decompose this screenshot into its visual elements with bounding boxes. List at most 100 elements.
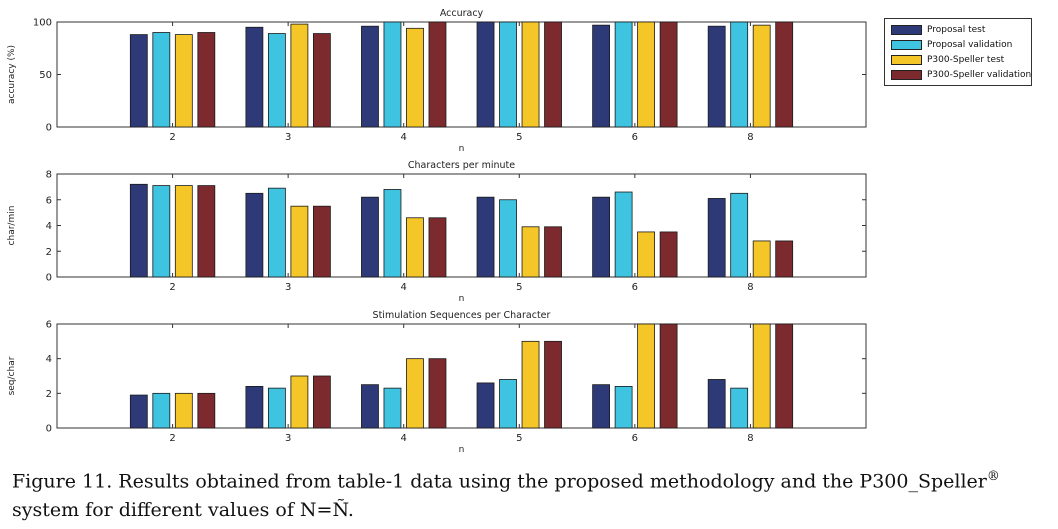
x-axis-label: n [459, 445, 465, 455]
bar [544, 340, 562, 429]
bar [614, 191, 633, 278]
x-tick-label: 2 [169, 433, 175, 444]
bar [752, 240, 771, 278]
bar [152, 185, 171, 278]
bar [476, 382, 495, 429]
legend-item: Proposal validation [891, 38, 1029, 52]
bar [659, 21, 678, 128]
x-tick-label: 3 [285, 132, 291, 143]
y-tick-label: 2 [46, 389, 52, 400]
bar [245, 26, 264, 128]
bar [361, 25, 379, 128]
bar [197, 185, 216, 278]
y-tick-label: 100 [33, 18, 52, 29]
x-axis-label: n [459, 294, 465, 304]
bar [245, 385, 264, 429]
bar [499, 21, 517, 128]
bar [290, 23, 309, 128]
bar [592, 384, 611, 429]
bar [152, 392, 171, 429]
bar [521, 340, 540, 429]
x-tick-label: 4 [401, 433, 407, 444]
x-tick-label: 2 [169, 132, 175, 143]
x-tick-label: 8 [747, 433, 753, 444]
bar [730, 192, 749, 278]
bar [707, 25, 726, 128]
y-tick-label: 4 [46, 221, 52, 232]
x-tick-label: 6 [632, 433, 638, 444]
bar [383, 189, 402, 278]
legend-swatch [891, 55, 922, 65]
bar [428, 21, 447, 128]
legend-swatch [891, 70, 922, 80]
bar [406, 27, 424, 128]
bar [428, 217, 447, 278]
bar [637, 323, 656, 429]
bar [659, 323, 678, 429]
bar [197, 392, 216, 429]
bar [245, 192, 264, 278]
caption-registered-mark: ® [986, 469, 1000, 484]
bar [197, 32, 216, 128]
bar [659, 231, 678, 278]
y-axis-label: seq/char [7, 356, 17, 395]
bar [312, 205, 331, 278]
chart-title: Characters per minute [408, 160, 515, 171]
bar [614, 21, 633, 128]
bar [174, 392, 193, 429]
bar [592, 196, 611, 278]
bar [383, 387, 402, 429]
bar [267, 387, 286, 429]
chart-legend: Proposal test Proposal validation P300-S… [884, 18, 1032, 86]
y-tick-label: 6 [46, 320, 52, 331]
legend-label: P300-Speller test [927, 55, 1005, 65]
legend-label: P300-Speller validation [927, 70, 1032, 80]
chart-title: Accuracy [440, 8, 484, 19]
x-tick-label: 8 [747, 132, 753, 143]
bar [129, 183, 148, 278]
bar [775, 323, 794, 429]
bar [775, 21, 794, 128]
bar [383, 21, 402, 128]
bar [730, 21, 749, 128]
bar [637, 231, 656, 278]
y-tick-label: 8 [46, 170, 52, 181]
legend-item: P300-Speller test [891, 53, 1029, 67]
bar [544, 21, 562, 128]
bar [129, 394, 148, 429]
figure-caption: Figure 11. Results obtained from table-1… [12, 462, 1052, 525]
bar [752, 323, 771, 429]
x-tick-label: 3 [285, 282, 291, 293]
y-axis-label: char/min [7, 206, 17, 246]
bar [775, 240, 794, 278]
x-tick-label: 8 [747, 282, 753, 293]
y-tick-label: 2 [46, 247, 52, 258]
bar [476, 21, 495, 128]
bar [290, 375, 309, 429]
legend-label: Proposal validation [927, 40, 1013, 50]
y-tick-label: 4 [46, 354, 52, 365]
bar [476, 196, 495, 278]
bar [406, 358, 424, 429]
x-tick-label: 2 [169, 282, 175, 293]
legend-swatch [891, 40, 922, 50]
y-tick-label: 0 [46, 273, 52, 284]
y-tick-label: 0 [46, 424, 52, 435]
bar [614, 385, 633, 429]
y-tick-label: 6 [46, 195, 52, 206]
bar [152, 32, 171, 128]
bar [707, 379, 726, 429]
bar [361, 384, 379, 429]
bar [637, 21, 656, 128]
bar [174, 34, 193, 128]
chart-title: Stimulation Sequences per Character [373, 310, 551, 321]
bar [406, 217, 424, 278]
y-tick-label: 50 [39, 70, 52, 81]
y-axis-label: accuracy (%) [7, 45, 17, 104]
caption-suffix: system for different values of N=Ñ. [12, 499, 354, 522]
bar [730, 387, 749, 429]
bar [499, 199, 517, 278]
bar [312, 33, 331, 128]
bar [428, 358, 447, 429]
